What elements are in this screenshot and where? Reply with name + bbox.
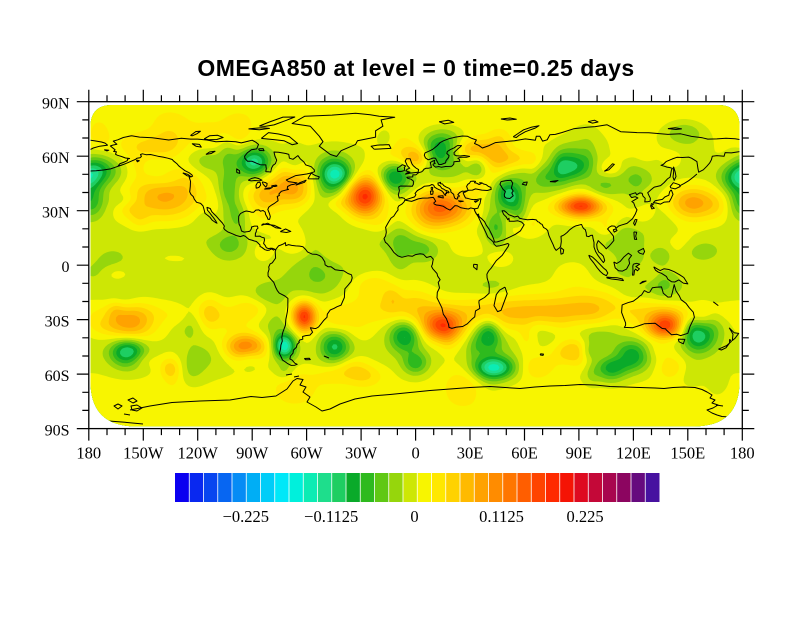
svg-text:180: 180 (730, 444, 755, 463)
svg-text:60W: 60W (291, 444, 324, 463)
svg-text:−0.1125: −0.1125 (304, 507, 358, 526)
svg-text:0.1125: 0.1125 (479, 507, 524, 526)
svg-text:150W: 150W (123, 444, 164, 463)
svg-text:0: 0 (410, 507, 418, 526)
svg-text:150E: 150E (670, 444, 705, 463)
svg-text:30N: 30N (42, 205, 70, 222)
svg-text:30E: 30E (457, 444, 484, 463)
svg-text:30S: 30S (45, 314, 70, 331)
svg-text:120E: 120E (616, 444, 651, 463)
svg-text:0: 0 (411, 444, 419, 463)
svg-text:90N: 90N (42, 96, 70, 113)
svg-text:180: 180 (76, 444, 101, 463)
svg-text:60E: 60E (511, 444, 538, 463)
svg-text:60S: 60S (45, 368, 70, 385)
svg-text:90S: 90S (45, 423, 70, 440)
svg-text:−0.225: −0.225 (223, 507, 269, 526)
svg-text:0: 0 (62, 259, 70, 276)
svg-text:0.225: 0.225 (566, 507, 603, 526)
svg-text:90E: 90E (566, 444, 593, 463)
svg-text:30W: 30W (345, 444, 378, 463)
svg-text:60N: 60N (42, 150, 70, 167)
svg-text:OMEGA850 at level = 0 time=0.2: OMEGA850 at level = 0 time=0.25 days (197, 55, 634, 81)
svg-text:120W: 120W (178, 444, 219, 463)
svg-text:90W: 90W (236, 444, 269, 463)
